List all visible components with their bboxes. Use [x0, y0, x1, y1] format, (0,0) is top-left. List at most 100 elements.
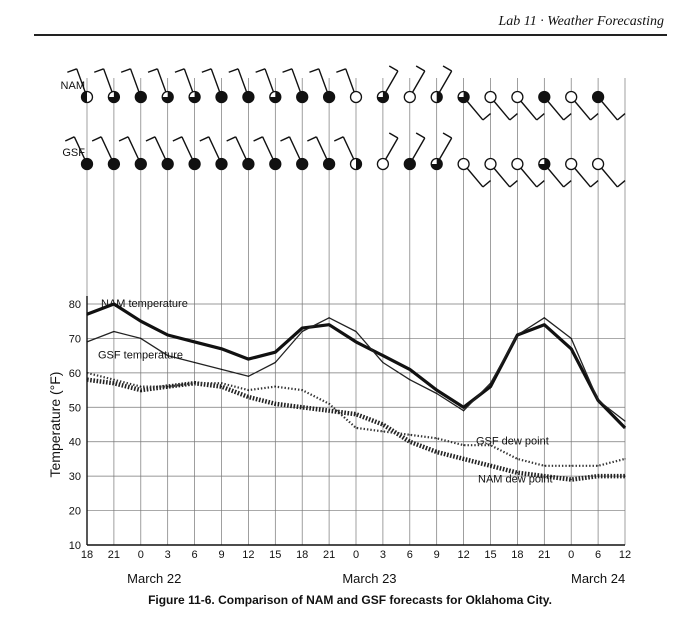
data-point — [597, 465, 599, 467]
data-point — [543, 465, 545, 467]
x-tick-label: 15 — [269, 549, 281, 561]
sky-cover-circle — [349, 90, 363, 104]
x-tick-label: 3 — [380, 549, 386, 561]
sky-cover-circle — [403, 90, 416, 104]
data-point — [140, 389, 142, 391]
data-point — [301, 327, 303, 329]
sky-cover-fill — [216, 91, 227, 103]
data-point — [436, 389, 438, 391]
data-point — [624, 475, 626, 477]
sky-cover-fill — [242, 158, 254, 170]
sky-cover-fill — [458, 91, 470, 103]
wind-barb-feather — [199, 136, 210, 142]
sky-cover-fill — [162, 91, 174, 103]
wind-barb-feather — [509, 180, 518, 188]
data-point — [86, 313, 88, 315]
data-point — [436, 437, 438, 439]
sky-cover-fill — [356, 158, 362, 170]
y-tick-label: 70 — [69, 333, 81, 345]
header-rule — [34, 34, 667, 36]
station-row-label: NAM — [61, 80, 85, 92]
data-point — [220, 386, 223, 388]
sky-cover-fill — [242, 91, 254, 103]
wind-barb-feather — [147, 68, 158, 73]
data-point — [194, 341, 196, 343]
data-point — [543, 324, 545, 326]
x-tick-label: 6 — [192, 549, 198, 561]
wind-barb-feather — [94, 68, 104, 73]
wind-barb-feather — [67, 68, 77, 73]
sky-cover-fill — [189, 158, 201, 170]
data-point — [570, 348, 572, 350]
wind-barb-feather — [482, 180, 491, 188]
data-point — [570, 337, 572, 340]
x-tick-label: 21 — [323, 549, 335, 561]
wind-barb-feather — [253, 136, 263, 142]
wind-barb-feather — [172, 136, 183, 142]
sky-cover-fill — [135, 158, 147, 170]
data-point — [489, 444, 492, 446]
data-point — [489, 465, 492, 467]
x-tick-label: 0 — [138, 549, 144, 561]
data-point — [463, 458, 465, 460]
sky-cover-fill — [216, 158, 227, 170]
x-tick-label: 9 — [218, 549, 224, 561]
data-point — [247, 358, 249, 360]
wind-barb-feather — [64, 136, 75, 142]
data-point — [247, 389, 249, 391]
data-point — [409, 368, 411, 371]
wind-barb-feather — [309, 68, 320, 73]
data-point — [328, 403, 330, 405]
y-tick-label: 80 — [69, 299, 81, 311]
wind-barb-feather — [415, 65, 426, 72]
wind-barb-feather — [590, 113, 599, 121]
sky-cover-circle — [591, 157, 605, 171]
data-point — [355, 330, 357, 333]
data-point — [86, 372, 88, 374]
data-point — [543, 475, 545, 477]
wind-barb-feather — [482, 113, 491, 121]
data-point — [140, 386, 142, 388]
sky-cover-fill — [135, 91, 147, 103]
station-row-label: GSF — [62, 147, 85, 159]
x-tick-label: 21 — [108, 549, 120, 561]
wind-barb-feather — [282, 68, 293, 73]
station-model-rows: NAM GSF — [61, 65, 626, 188]
y-tick-label: 30 — [69, 471, 81, 483]
data-point — [220, 382, 223, 384]
series-line-nam-dew-point — [86, 377, 625, 482]
x-tick-label: 6 — [595, 549, 601, 561]
wind-barb-feather — [145, 136, 156, 142]
data-point — [113, 379, 115, 381]
data-point — [382, 355, 384, 357]
data-point — [113, 330, 115, 333]
data-point — [382, 361, 384, 364]
wind-barb-feather — [590, 180, 599, 188]
wind-barb-feather — [91, 136, 102, 142]
series-label: GSF temperature — [98, 350, 183, 362]
data-point — [355, 341, 357, 343]
data-point — [274, 361, 276, 364]
sky-cover-fill — [269, 158, 281, 170]
series-label: GSF dew point — [476, 436, 549, 448]
y-tick-label: 20 — [69, 506, 81, 518]
data-point — [140, 320, 142, 322]
data-point — [436, 392, 438, 395]
wind-barb-feather — [201, 68, 212, 73]
wind-barb-feather — [442, 132, 453, 139]
sky-cover-circle — [376, 157, 390, 171]
data-point — [167, 334, 169, 336]
wind-barb-feather — [388, 65, 399, 72]
data-point — [220, 348, 223, 350]
wind-barb-feather — [174, 68, 185, 73]
wind-barb-feather — [616, 113, 626, 121]
sky-cover-fill — [377, 91, 389, 103]
data-point — [194, 382, 196, 384]
sky-cover-fill — [162, 158, 174, 170]
y-tick-label: 60 — [69, 368, 81, 380]
x-tick-label: 21 — [538, 549, 550, 561]
series-lines — [86, 302, 627, 482]
series-label: NAM dew point — [478, 474, 553, 486]
data-point — [516, 334, 519, 336]
sky-cover-circle — [484, 157, 497, 171]
